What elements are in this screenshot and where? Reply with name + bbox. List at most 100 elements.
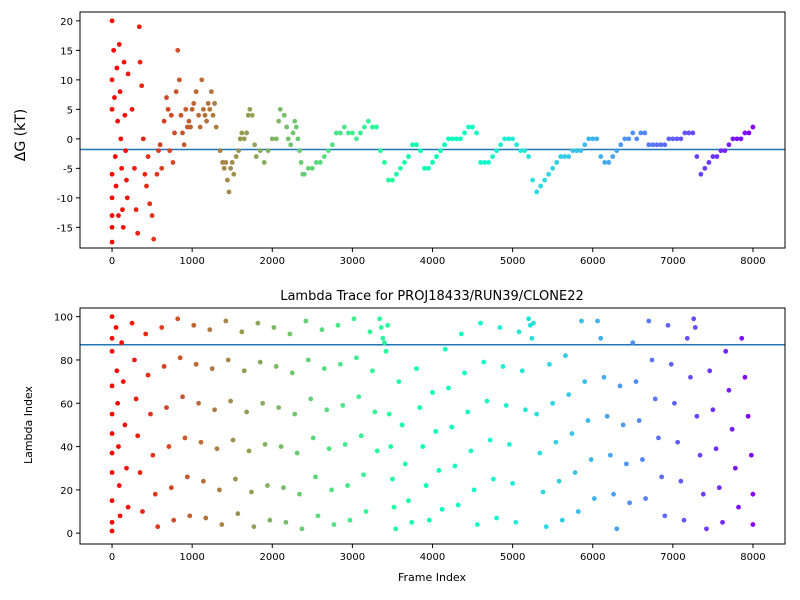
data-point: [341, 124, 347, 130]
data-point: [357, 130, 363, 136]
data-point: [614, 148, 620, 154]
data-point: [241, 368, 247, 374]
data-point: [686, 130, 692, 136]
data-point: [710, 407, 716, 413]
data-point: [494, 148, 499, 154]
data-point: [604, 413, 610, 419]
y-tick-label: 20: [60, 486, 73, 497]
data-point: [638, 130, 644, 136]
data-point: [287, 331, 293, 337]
data-point: [598, 154, 604, 159]
data-point: [382, 340, 387, 346]
data-point: [145, 154, 151, 159]
data-point: [458, 136, 463, 142]
data-point: [471, 487, 477, 493]
data-point: [526, 154, 532, 159]
data-point: [510, 480, 516, 486]
data-point: [109, 498, 115, 504]
data-point: [329, 142, 335, 148]
data-point: [244, 409, 250, 415]
data-point: [399, 422, 405, 428]
data-point: [139, 83, 145, 89]
data-point: [391, 504, 397, 510]
top-points: [109, 18, 756, 245]
data-point: [666, 136, 672, 142]
data-point: [396, 379, 402, 385]
bottom-points: [109, 314, 756, 534]
data-point: [161, 118, 167, 124]
data-point: [746, 130, 752, 136]
data-point: [288, 142, 294, 148]
data-point: [462, 130, 467, 136]
data-point: [164, 405, 169, 410]
data-point: [273, 136, 279, 142]
data-point: [738, 136, 744, 142]
data-point: [161, 364, 167, 369]
data-point: [257, 359, 263, 365]
data-point: [326, 446, 332, 452]
data-point: [331, 522, 337, 527]
data-point: [115, 400, 121, 406]
data-point: [305, 357, 311, 363]
data-point: [301, 171, 307, 177]
data-point: [729, 426, 735, 432]
data-point: [694, 413, 700, 419]
data-point: [283, 519, 289, 525]
x-tick-label: 5000: [500, 256, 525, 267]
data-point: [566, 154, 572, 159]
data-point: [543, 524, 549, 530]
data-point: [529, 335, 535, 341]
data-point: [335, 322, 341, 328]
x-tick-label: 5000: [500, 552, 525, 563]
data-point: [114, 65, 120, 71]
data-point: [423, 483, 429, 488]
data-point: [187, 513, 193, 519]
data-point: [135, 230, 141, 236]
data-point: [164, 95, 169, 100]
data-point: [578, 148, 584, 154]
data-point: [563, 353, 568, 359]
data-point: [325, 148, 331, 154]
data-point: [630, 340, 636, 346]
data-point: [478, 160, 483, 165]
data-point: [681, 517, 687, 523]
data-point: [374, 124, 379, 130]
data-point: [109, 519, 115, 525]
data-point: [519, 368, 525, 374]
data-point: [109, 470, 115, 475]
data-point: [420, 444, 426, 449]
data-point: [200, 478, 206, 484]
data-point: [137, 59, 143, 65]
data-point: [678, 136, 684, 142]
data-point: [442, 142, 447, 148]
data-point: [116, 213, 121, 218]
data-point: [636, 418, 642, 423]
x-tick-label: 2000: [260, 256, 285, 267]
data-point: [516, 329, 522, 335]
data-point: [191, 101, 197, 106]
data-point: [503, 403, 509, 408]
data-point: [466, 124, 471, 130]
data-point: [750, 491, 756, 497]
data-point: [221, 165, 227, 171]
data-point: [132, 357, 137, 363]
data-point: [390, 177, 395, 183]
data-point: [148, 411, 153, 417]
data-point: [290, 130, 296, 136]
data-point: [418, 148, 423, 154]
data-point: [150, 452, 156, 458]
data-point: [546, 171, 552, 177]
data-point: [182, 435, 188, 441]
data-point: [168, 485, 174, 491]
data-point: [297, 491, 302, 497]
data-point: [184, 474, 190, 480]
data-point: [430, 390, 435, 395]
data-point: [167, 148, 173, 154]
data-point: [244, 130, 250, 136]
data-point: [276, 405, 282, 410]
data-point: [175, 47, 181, 53]
x-tick-label: 1000: [179, 552, 204, 563]
data-point: [748, 452, 754, 458]
y-tick-label: 40: [60, 443, 73, 454]
data-point: [470, 124, 475, 130]
